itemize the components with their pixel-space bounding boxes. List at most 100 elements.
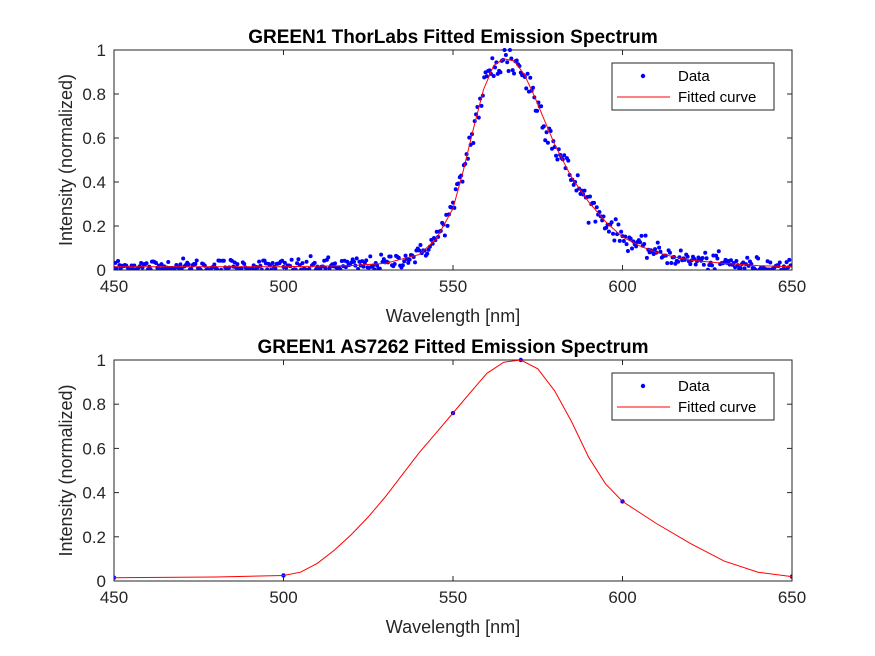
data-point <box>460 179 465 184</box>
y-tick-label: 0.4 <box>82 173 106 192</box>
data-point <box>407 257 412 262</box>
data-point <box>413 260 418 265</box>
data-point <box>715 256 720 261</box>
x-tick-label: 500 <box>269 277 297 296</box>
legend-box <box>611 62 775 111</box>
x-tick-label: 600 <box>608 277 636 296</box>
data-point <box>198 267 203 270</box>
x-tick-label: 450 <box>100 277 128 296</box>
x-tick-label: 600 <box>608 588 636 607</box>
data-point <box>186 262 191 267</box>
data-point <box>566 158 571 163</box>
data-point <box>535 108 540 113</box>
legend: Data Fitted curve <box>611 62 775 111</box>
data-point <box>777 260 782 265</box>
data-point <box>144 261 149 266</box>
data-point <box>181 256 186 261</box>
data-point <box>509 56 514 61</box>
data-point <box>586 220 591 225</box>
data-point <box>643 233 648 238</box>
data-point <box>467 135 472 140</box>
data-point <box>379 252 384 257</box>
data-point <box>189 266 194 270</box>
data-point <box>685 254 690 259</box>
data-point <box>524 86 529 91</box>
data-point <box>742 266 747 270</box>
data-point <box>114 266 119 270</box>
data-point <box>506 69 511 74</box>
legend-label: Data <box>678 68 710 85</box>
data-point <box>166 260 171 265</box>
legend-label: Fitted curve <box>678 89 756 106</box>
data-point <box>505 60 510 65</box>
data-point <box>628 236 633 241</box>
x-axis-label: Wavelength [nm] <box>386 306 520 326</box>
legend-label: Fitted curve <box>678 399 756 416</box>
chart-panel-thorlabs: 450 500 550 600 650 0 0.2 0.4 0.6 0.8 1 GREEN1 Thor… <box>56 27 806 326</box>
data-point <box>592 200 597 205</box>
data-point <box>235 262 240 267</box>
data-point <box>417 248 422 253</box>
data-point <box>503 52 508 57</box>
data-point <box>582 188 587 193</box>
data-point <box>693 262 698 267</box>
data-point <box>159 262 164 267</box>
data-point <box>639 233 644 238</box>
data-point <box>606 229 611 234</box>
x-tick-label: 650 <box>778 588 806 607</box>
data-point <box>498 70 503 75</box>
data-point <box>625 249 630 254</box>
data-point <box>669 261 674 266</box>
data-point <box>753 267 758 270</box>
y-tick-label: 0.6 <box>82 439 106 458</box>
legend-marker-data <box>640 73 646 79</box>
data-point <box>768 260 773 265</box>
data-point <box>400 263 405 268</box>
y-tick-label: 0.8 <box>82 395 106 414</box>
data-point <box>676 259 681 264</box>
data-point <box>392 262 397 267</box>
data-point <box>426 247 431 252</box>
y-tick-label: 0.6 <box>82 129 106 148</box>
data-point <box>194 258 199 263</box>
chart-title: GREEN1 ThorLabs Fitted Emission Spectrum <box>248 27 658 48</box>
data-point <box>490 56 495 61</box>
data-point <box>611 231 616 236</box>
data-point <box>787 257 792 262</box>
data-point <box>308 254 313 259</box>
data-point <box>372 267 377 270</box>
x-tick-label: 550 <box>439 588 467 607</box>
data-point <box>604 225 609 230</box>
data-point <box>616 222 621 227</box>
data-point <box>644 255 649 260</box>
data-point <box>678 248 683 253</box>
data-point <box>402 259 407 264</box>
data-point <box>273 266 278 270</box>
data-point <box>476 115 481 120</box>
data-point <box>634 244 639 249</box>
x-tick-label: 550 <box>439 277 467 296</box>
data-point <box>377 266 382 270</box>
legend: Data Fitted curve <box>611 372 775 421</box>
data-point <box>609 220 614 225</box>
data-point <box>479 103 484 108</box>
data-point <box>528 75 533 80</box>
data-point <box>575 173 580 178</box>
data-point <box>259 267 264 270</box>
data-point <box>307 266 312 270</box>
data-point <box>734 259 739 264</box>
data-point <box>587 194 592 199</box>
data-point <box>593 219 598 224</box>
data-point <box>312 260 317 265</box>
data-point <box>333 261 338 266</box>
data-point <box>712 267 717 270</box>
data-point <box>257 259 262 264</box>
data-point <box>193 262 198 267</box>
data-point <box>258 263 263 268</box>
data-point <box>422 248 427 253</box>
data-point <box>154 261 159 266</box>
y-tick-label: 1 <box>97 41 106 60</box>
data-point <box>227 265 232 270</box>
y-tick-label: 0 <box>97 572 106 591</box>
data-point <box>594 205 599 210</box>
